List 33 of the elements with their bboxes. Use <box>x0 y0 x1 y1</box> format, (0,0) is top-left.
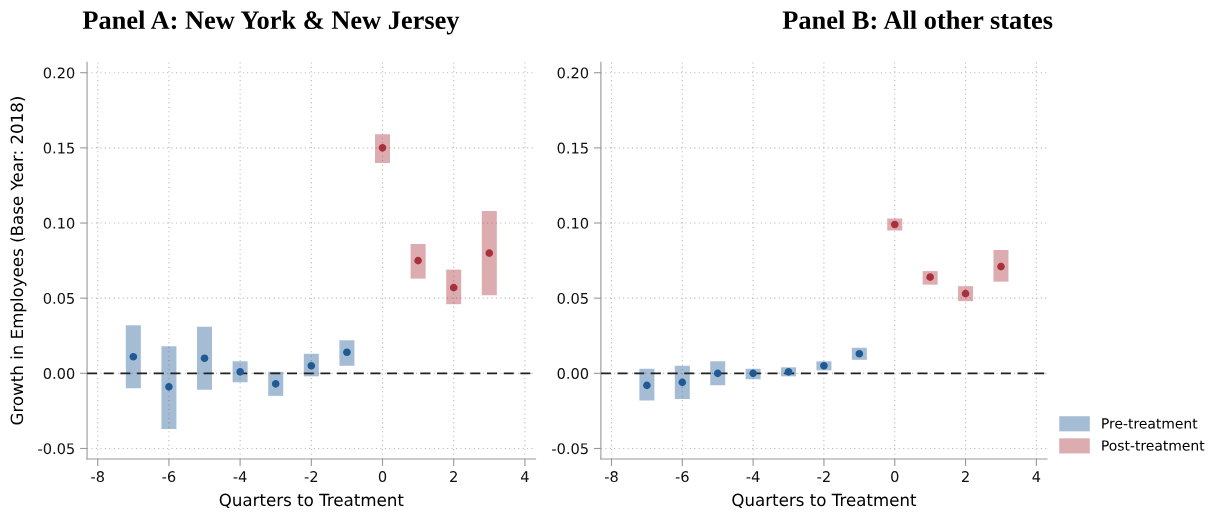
chart-title: Panel A: New York & New Jersey <box>82 10 460 35</box>
y-tick-label: 0.05 <box>557 292 588 304</box>
x-tick-label: -2 <box>817 471 830 482</box>
x-tick-label: -4 <box>746 471 760 482</box>
y-tick-label: 0.00 <box>43 368 75 380</box>
x-tick-label: 0 <box>378 471 387 483</box>
y-tick-label: 0.10 <box>557 217 589 229</box>
y-tick-label: -0.05 <box>38 443 74 455</box>
x-tick-label: 4 <box>520 471 529 482</box>
y-tick-label: 0.15 <box>43 142 74 154</box>
y-tick-label: -0.05 <box>552 443 588 455</box>
y-tick-label: 0.10 <box>43 217 75 229</box>
y-tick-label: 0.05 <box>43 292 74 304</box>
x-tick-label: -6 <box>162 471 176 483</box>
x-tick-label: -2 <box>304 471 318 482</box>
x-tick-label: 2 <box>961 471 969 482</box>
x-axis-title: Quarters to Treatment <box>219 493 404 509</box>
x-tick-label: -8 <box>91 471 104 483</box>
y-tick-label: 0.15 <box>557 142 588 154</box>
x-tick-label: -6 <box>675 471 689 483</box>
x-tick-label: 2 <box>450 471 457 482</box>
x-axis-title: Quarters to Treatment <box>732 493 917 509</box>
x-tick-label: -4 <box>233 471 247 482</box>
y-tick-label: 0.00 <box>557 368 589 380</box>
x-tick-label: 4 <box>1032 471 1041 482</box>
legend-label: Pre-treatment <box>1102 418 1198 429</box>
y-tick-label: 0.20 <box>43 67 75 79</box>
y-axis-title: Growth in Employees (Base Year: 2018) <box>10 97 27 425</box>
chart-title: Panel B: All other states <box>782 10 1053 30</box>
y-tick-label: 0.20 <box>557 67 589 79</box>
x-tick-label: 0 <box>891 471 899 483</box>
x-tick-label: -8 <box>604 471 618 483</box>
legend-label: Post-treatment <box>1102 440 1205 451</box>
